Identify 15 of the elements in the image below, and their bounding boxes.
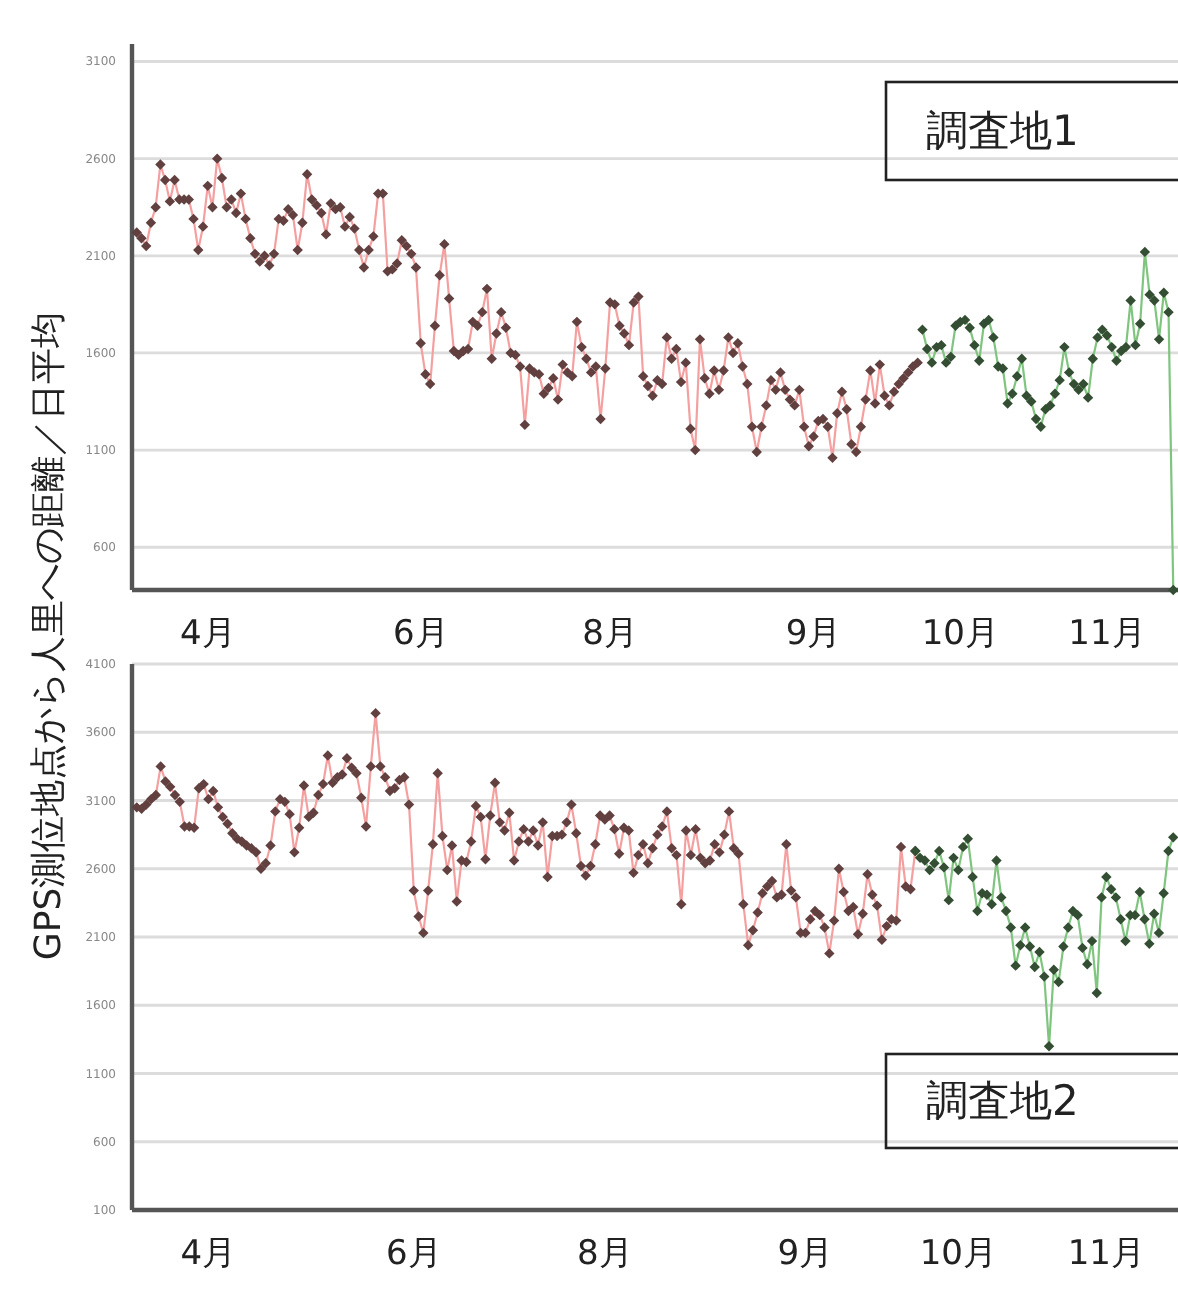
x-tick-label: 6月	[385, 1234, 442, 1274]
y-axis-title: GPS測位地点から人里への距離／日平均	[28, 311, 70, 961]
annotation: 調査地1	[926, 107, 1079, 155]
x-tick-label: 10月	[919, 1234, 997, 1274]
x-tick-label: 9月	[785, 614, 842, 654]
x-tick-label: 8月	[577, 1234, 633, 1274]
annotation: 調査地2	[926, 1077, 1079, 1125]
x-tick-label: 4月	[179, 614, 236, 654]
x-tick-label: 8月	[582, 614, 638, 654]
x-tick-label: 4月	[180, 1234, 237, 1274]
x-tick-label: 11月	[1067, 1234, 1145, 1274]
x-tick-label: 10月	[921, 614, 999, 654]
x-tick-label: 9月	[777, 1234, 834, 1274]
x-tick-label: 6月	[392, 614, 449, 654]
x-tick-label: 11月	[1068, 614, 1146, 654]
